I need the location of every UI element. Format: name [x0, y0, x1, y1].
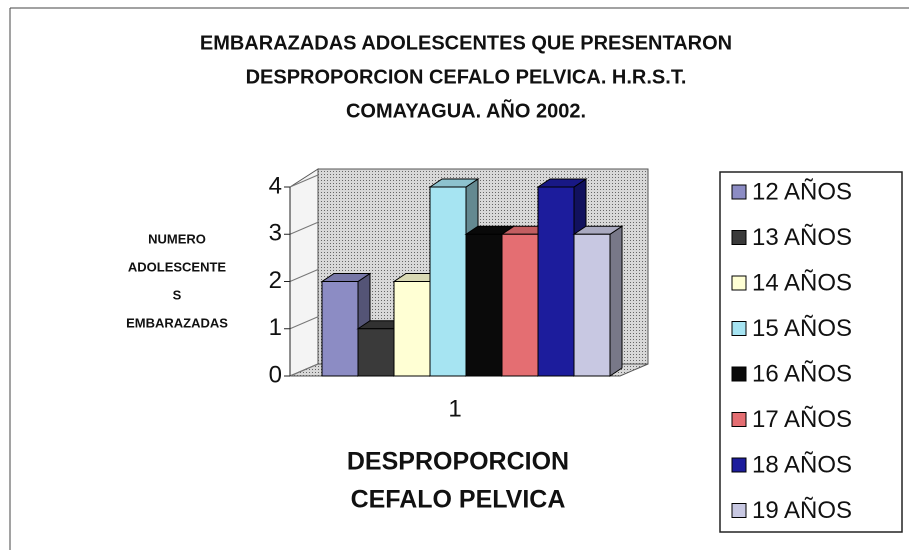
y-tick-label: 4 — [269, 172, 282, 199]
legend-label: 15 AÑOS — [752, 315, 852, 342]
grid-line — [289, 174, 319, 188]
legend-swatch — [731, 275, 747, 291]
chart-title: DESPROPORCION CEFALO PELVICA. H.R.S.T. — [246, 66, 687, 88]
legend-label: 14 AÑOS — [752, 269, 852, 296]
grid-line — [289, 363, 319, 377]
legend-label: 19 AÑOS — [752, 497, 852, 524]
bar — [429, 186, 467, 377]
y-axis-label: S — [173, 287, 182, 302]
legend-swatch — [731, 412, 747, 427]
legend-swatch — [731, 321, 747, 336]
y-axis-label: NUMERO — [148, 231, 206, 246]
bar — [357, 328, 395, 377]
x-tick-label: 1 — [448, 395, 461, 422]
y-tick-label: 0 — [269, 361, 282, 388]
bar — [501, 233, 539, 377]
y-axis-label: EMBARAZADAS — [126, 315, 228, 330]
legend-label: 13 AÑOS — [752, 224, 852, 251]
legend-label: 16 AÑOS — [752, 360, 852, 387]
y-tick-label: 2 — [269, 267, 282, 294]
legend-swatch — [731, 366, 747, 382]
legend-swatch — [731, 503, 747, 518]
legend-label: 18 AÑOS — [752, 451, 852, 478]
legend-label: 12 AÑOS — [752, 178, 852, 205]
legend-label: 17 AÑOS — [752, 406, 852, 433]
side-wall — [289, 168, 319, 377]
y-tick-label: 1 — [269, 314, 282, 341]
legend-swatch — [731, 184, 747, 200]
chart-title: COMAYAGUA. AÑO 2002. — [346, 99, 586, 122]
bar-side — [609, 225, 623, 377]
legend-swatch — [731, 230, 747, 245]
bar — [393, 281, 431, 377]
chart-title: EMBARAZADAS ADOLESCENTES QUE PRESENTARON — [200, 32, 732, 54]
grid-line — [289, 316, 319, 330]
bar — [321, 281, 359, 377]
bar — [573, 233, 611, 377]
grid-line — [289, 269, 319, 282]
grid-line — [289, 221, 319, 235]
bar — [465, 233, 503, 377]
legend-box — [719, 171, 903, 533]
y-axis-label: ADOLESCENTE — [128, 259, 227, 274]
x-axis-label: CEFALO PELVICA — [351, 486, 566, 514]
bar — [537, 186, 575, 377]
y-tick-label: 3 — [269, 220, 282, 247]
legend-swatch — [731, 457, 747, 473]
x-axis-label: DESPROPORCION — [347, 448, 569, 476]
